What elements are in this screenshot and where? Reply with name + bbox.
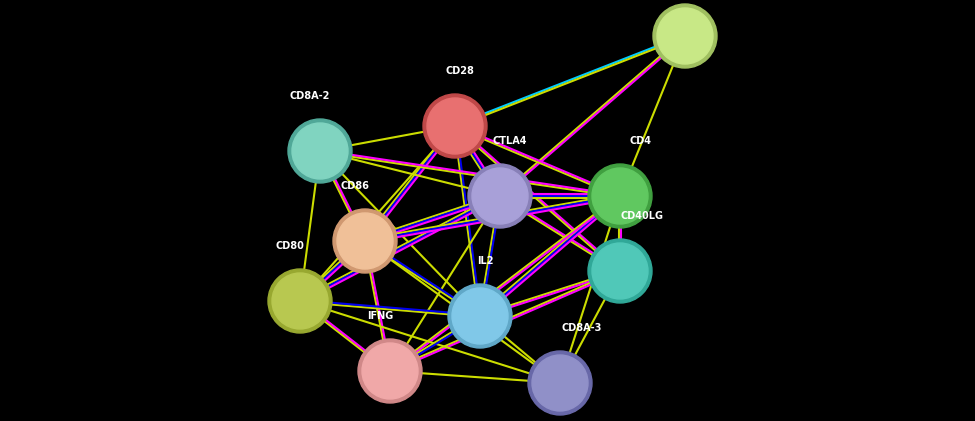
Circle shape — [528, 351, 592, 415]
Circle shape — [472, 168, 528, 224]
Circle shape — [288, 119, 352, 183]
Text: CD8A-2: CD8A-2 — [290, 91, 331, 101]
Circle shape — [657, 8, 713, 64]
Circle shape — [272, 273, 328, 329]
Text: IFNG: IFNG — [367, 311, 393, 321]
Circle shape — [268, 269, 332, 333]
Text: CD40LG: CD40LG — [620, 211, 664, 221]
Circle shape — [423, 94, 487, 158]
Text: CD80: CD80 — [276, 241, 304, 251]
Circle shape — [532, 355, 588, 411]
Circle shape — [358, 339, 422, 403]
Text: CD8A-3: CD8A-3 — [562, 323, 603, 333]
Circle shape — [653, 4, 717, 68]
Circle shape — [592, 168, 648, 224]
Text: CTLA4: CTLA4 — [492, 136, 527, 146]
Text: CD86: CD86 — [340, 181, 370, 191]
Circle shape — [468, 164, 532, 228]
Circle shape — [362, 343, 418, 399]
Circle shape — [337, 213, 393, 269]
Circle shape — [592, 243, 648, 299]
Circle shape — [452, 288, 508, 344]
Circle shape — [588, 239, 652, 303]
Circle shape — [588, 164, 652, 228]
Circle shape — [448, 284, 512, 348]
Text: CD28: CD28 — [446, 66, 475, 76]
Circle shape — [333, 209, 397, 273]
Circle shape — [292, 123, 348, 179]
Text: IL2: IL2 — [477, 256, 493, 266]
Circle shape — [427, 98, 483, 154]
Text: CD4: CD4 — [629, 136, 651, 146]
